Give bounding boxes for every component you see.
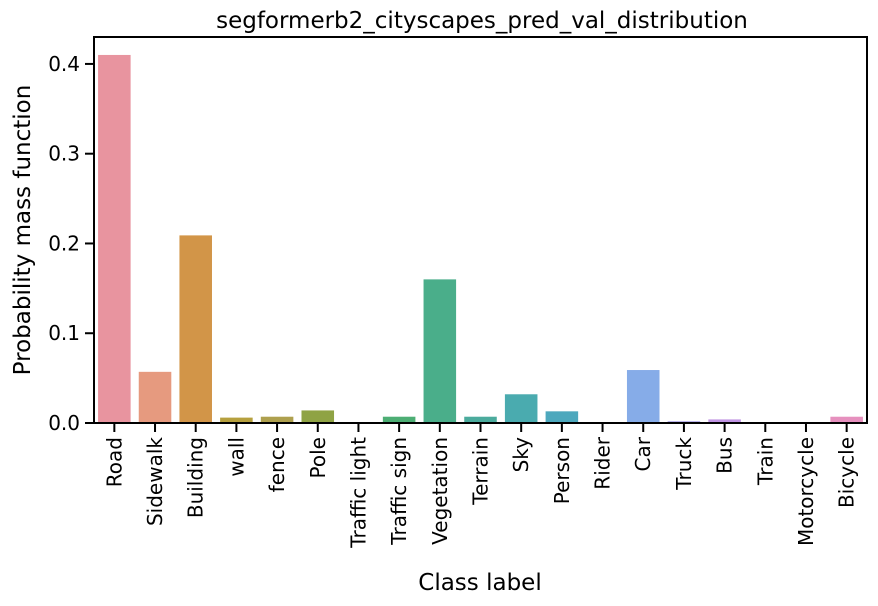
x-tick-label: Road (102, 437, 126, 487)
y-tick-label: 0.2 (48, 231, 80, 255)
bar-bicycle (830, 416, 863, 423)
chart-title: segformerb2_cityscapes_pred_val_distribu… (216, 8, 748, 34)
y-tick-label: 0.0 (48, 411, 80, 435)
bar-bus (708, 419, 741, 423)
x-tick-label: Terrain (469, 437, 493, 506)
x-axis: Road Sidewalk Building wall fence Pole Traffic… (102, 423, 859, 549)
bar-vegetation (423, 279, 457, 423)
x-tick-label: fence (265, 437, 289, 492)
bar-person (545, 411, 579, 423)
x-tick-label: Building (184, 437, 208, 518)
bar-building (179, 235, 212, 423)
y-tick-label: 0.4 (48, 52, 80, 76)
bar-wall (220, 417, 253, 423)
bar-sky (504, 394, 538, 423)
x-tick-label: Motorcycle (794, 437, 818, 546)
bar-road (98, 54, 131, 423)
x-tick-label: Train (753, 437, 777, 486)
bar-traffic-sign (382, 416, 416, 423)
bar-sidewalk (138, 371, 172, 423)
bar-pole (301, 410, 335, 423)
x-tick-label: Bicycle (835, 437, 859, 508)
bar-terrain (464, 416, 497, 423)
y-axis: 0.0 0.1 0.2 0.3 0.4 (48, 52, 94, 435)
x-tick-label: wall (224, 437, 248, 477)
x-tick-label: Car (631, 436, 655, 471)
y-tick-label: 0.3 (48, 142, 80, 166)
y-axis-title: Probability mass function (10, 85, 36, 376)
x-axis-title: Class label (418, 570, 541, 596)
x-tick-label: Traffic light (346, 437, 370, 549)
x-tick-label: Bus (713, 437, 737, 474)
bar-fence (260, 416, 294, 423)
x-tick-label: Sidewalk (143, 437, 167, 526)
x-tick-label: Rider (591, 436, 615, 489)
bar-car (626, 370, 660, 423)
y-tick-label: 0.1 (48, 321, 80, 345)
plot-frame (93, 36, 868, 424)
x-tick-label: Traffic sign (387, 437, 411, 546)
x-tick-label: Sky (509, 437, 533, 473)
x-tick-label: Truck (672, 437, 696, 491)
x-tick-label: Pole (306, 437, 330, 478)
x-tick-label: Person (550, 437, 574, 504)
bars-group (98, 54, 863, 423)
x-tick-label: Vegetation (428, 437, 452, 545)
